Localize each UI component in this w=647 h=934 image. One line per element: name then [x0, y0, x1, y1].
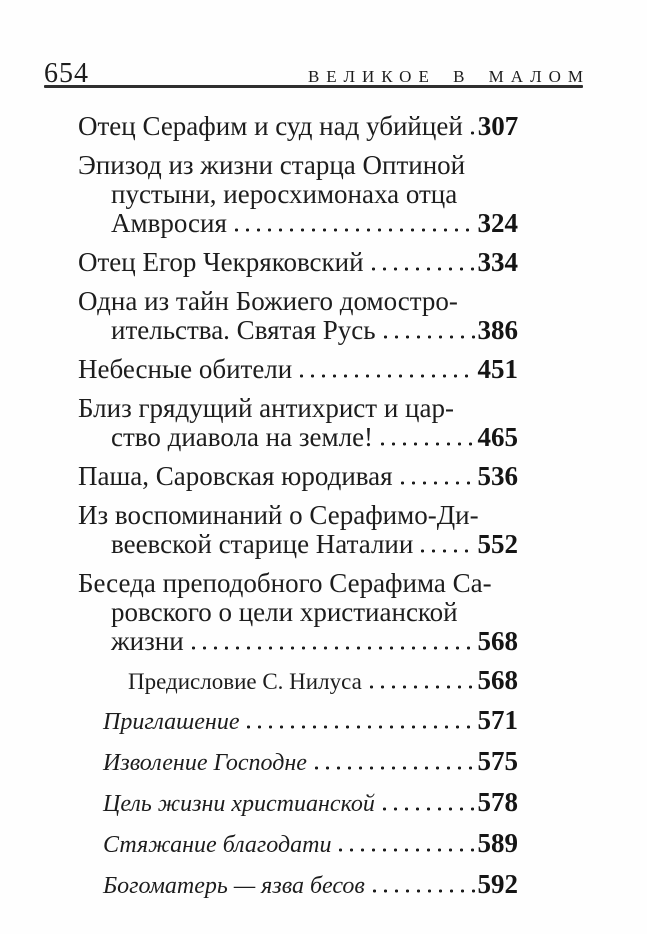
toc-entry: Беседа преподобного Серафима Са-ровского…: [78, 569, 518, 656]
toc-entry: Небесные обители 451: [78, 355, 518, 384]
toc-title-text: Амвросия: [111, 208, 227, 238]
toc-title-text: веевской старице Наталии: [111, 529, 414, 559]
toc-title-text: Отец Серафим и суд над убийцей: [78, 111, 463, 141]
toc-line-last: Паша, Саровская юродивая 536: [78, 462, 518, 491]
toc-title-text: Богоматерь — язва бесов: [103, 873, 365, 899]
dot-leader: [365, 685, 475, 689]
toc-entry: Паша, Саровская юродивая 536: [78, 462, 518, 491]
toc-entry: Стяжание благодати 589: [78, 829, 518, 860]
running-title: ВЕЛИКОЕ В МАЛОМ: [307, 67, 590, 86]
dot-leader: [378, 807, 475, 811]
dot-leader: [396, 481, 475, 485]
dot-leader: [377, 442, 475, 446]
dot-leader: [296, 374, 475, 378]
toc-page-number: 571: [477, 705, 519, 735]
toc-page-number: 334: [477, 247, 519, 277]
toc-line-last: жизни 568: [78, 627, 518, 656]
dot-leader: [310, 766, 475, 770]
toc-line-last: Приглашение 571: [78, 706, 518, 737]
toc-line: Беседа преподобного Серафима Са-: [78, 568, 492, 598]
toc-line-last: Небесные обители 451: [78, 355, 518, 384]
toc-line-last: Стяжание благодати 589: [78, 829, 518, 860]
dot-leader: [243, 725, 475, 729]
toc-entry: Эпизод из жизни старца Оптиной пустыни, и…: [78, 151, 518, 238]
toc-line-last: Изволение Господне 575: [78, 747, 518, 778]
toc-title-text: Изволение Господне: [103, 750, 307, 776]
toc-line: Из воспоминаний о Серафимо-Ди-: [78, 500, 479, 530]
toc-page-number: 386: [477, 315, 519, 345]
dot-leader: [368, 889, 475, 893]
toc-title-text: Стяжание благодати: [103, 832, 332, 858]
dot-leader: [379, 335, 475, 339]
toc-line-last: ство диавола на земле! 465: [78, 423, 518, 452]
toc-page-number: 589: [477, 828, 519, 858]
toc-line-last: веевской старице Наталии 552: [78, 530, 518, 559]
toc-entry: Отец Егор Чекряковский 334: [78, 248, 518, 277]
toc-title-text: Цель жизни христианской: [103, 791, 375, 817]
toc-page-number: 536: [477, 461, 519, 491]
toc-line-last: ительства. Святая Русь 386: [78, 316, 518, 345]
dot-leader: [187, 646, 475, 650]
toc-title-text: Приглашение: [103, 709, 240, 735]
toc-page-number: 324: [477, 208, 519, 238]
toc-page-number: 568: [477, 665, 519, 695]
toc-page-number: 552: [477, 529, 519, 559]
toc-title-text: Паша, Саровская юродивая: [78, 461, 393, 491]
toc-line-last: Предисловие С. Нилуса 568: [78, 666, 518, 696]
toc-title-text: ство диавола на земле!: [111, 422, 374, 452]
toc-title-text: жизни: [111, 626, 184, 656]
toc-line-last: Богоматерь — язва бесов 592: [78, 870, 518, 901]
folio-page-number: 654: [44, 58, 89, 89]
toc-entry: Богоматерь — язва бесов 592: [78, 870, 518, 901]
toc-entry: Отец Серафим и суд над убийцей 307: [78, 112, 518, 141]
header-rule: [44, 85, 583, 88]
toc-line: пустыни, иеросхимонаха отца: [111, 179, 458, 209]
toc-page-number: 592: [477, 869, 519, 899]
toc-line-last: Отец Серафим и суд над убийцей 307: [78, 112, 518, 141]
dot-leader: [367, 267, 475, 271]
dot-leader: [466, 131, 475, 135]
toc-entry: Одна из тайн Божиего домостро-ительства.…: [78, 287, 518, 345]
dot-leader: [417, 549, 475, 553]
toc-title-text: Небесные обители: [78, 354, 293, 384]
toc-title-text: ительства. Святая Русь: [111, 315, 376, 345]
toc-page-number: 568: [477, 626, 519, 656]
toc-line: Близ грядущий антихрист и цар-: [78, 393, 454, 423]
toc: Отец Серафим и суд над убийцей 307 Эпизод …: [78, 112, 518, 911]
toc-page-number: 307: [477, 111, 519, 141]
toc-line-last: Цель жизни христианской 578: [78, 788, 518, 819]
running-head: 654 ВЕЛИКОЕ В МАЛОМ: [44, 58, 583, 90]
toc-title-text: Отец Егор Чекряковский: [78, 247, 364, 277]
toc-entry: Близ грядущий антихрист и цар-ство диаво…: [78, 394, 518, 452]
toc-entry: Цель жизни христианской 578: [78, 788, 518, 819]
toc-entry: Приглашение 571: [78, 706, 518, 737]
toc-title-text: Предисловие С. Нилуса: [128, 669, 362, 694]
toc-page-number: 451: [477, 354, 519, 384]
toc-entry: Из воспоминаний о Серафимо-Ди-веевской с…: [78, 501, 518, 559]
toc-page-number: 465: [477, 422, 519, 452]
toc-page-number: 578: [477, 787, 519, 817]
toc-line: ровского о цели христианской: [111, 597, 458, 627]
toc-line-last: Отец Егор Чекряковский 334: [78, 248, 518, 277]
toc-entry: Предисловие С. Нилуса 568: [78, 666, 518, 696]
toc-line: Одна из тайн Божиего домостро-: [78, 286, 458, 316]
toc-page-number: 575: [477, 746, 519, 776]
toc-entry: Изволение Господне 575: [78, 747, 518, 778]
toc-line-last: Амвросия 324: [78, 209, 518, 238]
dot-leader: [230, 228, 475, 232]
toc-line: Эпизод из жизни старца Оптиной: [78, 150, 466, 180]
dot-leader: [335, 848, 475, 852]
